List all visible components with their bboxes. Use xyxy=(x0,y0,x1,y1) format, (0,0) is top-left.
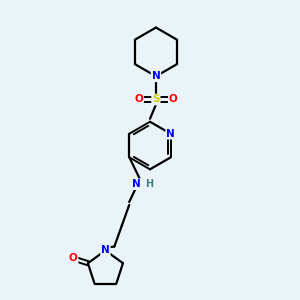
Text: N: N xyxy=(101,245,110,256)
Text: O: O xyxy=(134,94,143,104)
Text: S: S xyxy=(152,94,160,104)
Text: N: N xyxy=(166,129,175,139)
Text: H: H xyxy=(145,179,153,189)
Text: N: N xyxy=(132,179,141,189)
Text: O: O xyxy=(169,94,178,104)
Text: O: O xyxy=(69,254,78,263)
Text: N: N xyxy=(152,71,160,81)
